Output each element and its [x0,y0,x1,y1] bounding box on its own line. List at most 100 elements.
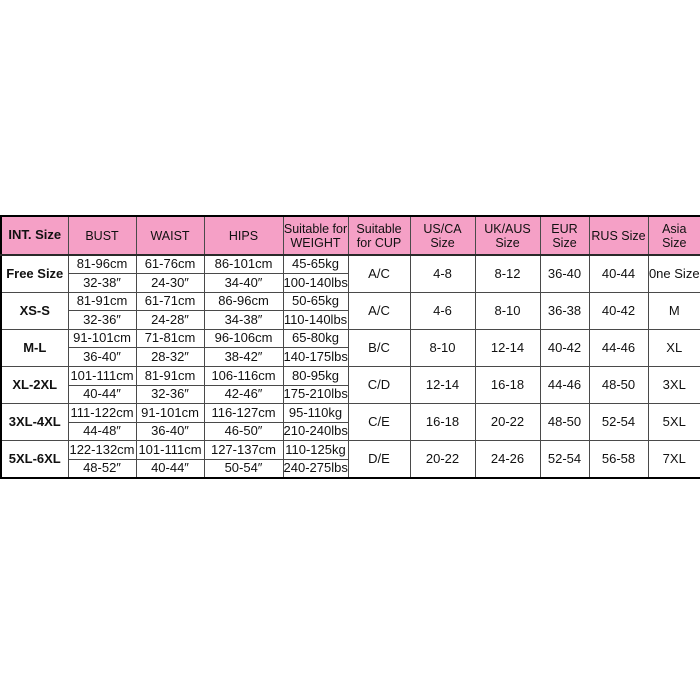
cell-waist-cm: 101-111cm [135,440,205,461]
cell-uk-aus: 20-22 [474,403,541,442]
cell-rus: 40-42 [588,291,649,330]
cell-uk-aus: 8-12 [474,254,541,293]
table-row: Free Size 81-96cm 61-76cm 86-101cm 45-65… [0,254,700,293]
cell-cup: D/E [347,440,411,479]
cell-weight-lbs: 140-175lbs [282,347,349,368]
header-weight: Suitable for WEIGHT [282,215,349,256]
cell-bust-cm: 91-101cm [67,328,137,349]
cell-us-ca: 12-14 [409,366,476,405]
cell-int-size: 3XL-4XL [0,403,69,442]
cell-hips-in: 46-50″ [203,421,284,442]
table-row: 36-40″ 28-32″ 38-42″ 140-175lbs [1,347,700,368]
cell-hips-cm: 96-106cm [203,328,284,349]
header-cup: Suitable for CUP [347,215,411,256]
cell-bust-in: 44-48″ [67,421,137,442]
cell-hips-cm: 116-127cm [203,403,284,423]
header-hips: HIPS [203,215,284,256]
cell-waist-in: 24-30″ [135,273,205,293]
cell-bust-cm: 111-122cm [67,403,137,423]
cell-weight-kg: 45-65kg [282,254,349,275]
table-row: 5XL-6XL 122-132cm 101-111cm 127-137cm 11… [0,440,700,479]
cell-weight-lbs: 110-140lbs [282,310,349,330]
cell-asia: 3XL [647,366,700,405]
cell-bust-in: 40-44″ [67,384,137,405]
cell-waist-cm: 91-101cm [135,403,205,423]
cell-eur: 36-40 [539,254,590,293]
cell-eur: 44-46 [539,366,590,405]
cell-int-size: XS-S [0,291,69,330]
cell-weight-kg: 80-95kg [282,366,349,386]
table-row: XL-2XL 101-111cm 81-91cm 106-116cm 80-95… [0,366,700,405]
cell-cup: C/D [347,366,411,405]
cell-weight-kg: 65-80kg [282,328,349,349]
cell-bust-cm: 101-111cm [67,366,137,386]
table-row: 32-36″ 24-28″ 34-38″ 110-140lbs [1,310,700,330]
cell-bust-cm: 81-91cm [67,291,137,312]
cell-bust-in: 32-38″ [67,273,137,293]
cell-weight-lbs: 100-140lbs [282,273,349,293]
cell-eur: 48-50 [539,403,590,442]
cell-cup: A/C [347,254,411,293]
header-int-size: INT. Size [0,215,69,256]
cell-waist-cm: 81-91cm [135,366,205,386]
header-rus-size: RUS Size [588,215,649,256]
cell-rus: 44-46 [588,328,649,368]
cell-cup: A/C [347,291,411,330]
cell-hips-in: 50-54″ [203,459,284,479]
cell-hips-cm: 86-96cm [203,291,284,312]
cell-rus: 56-58 [588,440,649,479]
cell-hips-cm: 127-137cm [203,440,284,461]
table-row: M-L 91-101cm 71-81cm 96-106cm 65-80kg B/… [0,328,700,368]
cell-asia: XL [647,328,700,368]
cell-rus: 40-44 [588,254,649,293]
cell-bust-in: 48-52″ [67,459,137,479]
cell-waist-cm: 71-81cm [135,328,205,349]
table-row: 32-38″ 24-30″ 34-40″ 100-140lbs [1,273,700,293]
cell-hips-cm: 106-116cm [203,366,284,386]
cell-weight-kg: 110-125kg [282,440,349,461]
cell-waist-cm: 61-71cm [135,291,205,312]
cell-weight-lbs: 240-275lbs [282,459,349,479]
cell-waist-cm: 61-76cm [135,254,205,275]
cell-bust-cm: 122-132cm [67,440,137,461]
cell-asia: M [647,291,700,330]
cell-us-ca: 16-18 [409,403,476,442]
cell-weight-lbs: 175-210lbs [282,384,349,405]
cell-weight-lbs: 210-240lbs [282,421,349,442]
cell-hips-cm: 86-101cm [203,254,284,275]
cell-uk-aus: 8-10 [474,291,541,330]
header-uk-aus-size: UK/AUS Size [474,215,541,256]
cell-weight-kg: 95-110kg [282,403,349,423]
cell-rus: 52-54 [588,403,649,442]
header-eur-size: EUR Size [539,215,590,256]
cell-asia: 0ne Size [647,254,700,293]
cell-waist-in: 32-36″ [135,384,205,405]
cell-int-size: 5XL-6XL [0,440,69,479]
table-row: 3XL-4XL 111-122cm 91-101cm 116-127cm 95-… [0,403,700,442]
cell-int-size: XL-2XL [0,366,69,405]
cell-us-ca: 20-22 [409,440,476,479]
table-row: 44-48″ 36-40″ 46-50″ 210-240lbs [1,421,700,442]
table-row: 48-52″ 40-44″ 50-54″ 240-275lbs [1,459,700,479]
cell-cup: C/E [347,403,411,442]
cell-waist-in: 40-44″ [135,459,205,479]
header-bust: BUST [67,215,137,256]
table-header-row: INT. Size BUST WAIST HIPS Suitable for W… [0,215,700,256]
cell-hips-in: 34-40″ [203,273,284,293]
cell-waist-in: 36-40″ [135,421,205,442]
cell-hips-in: 42-46″ [203,384,284,405]
cell-us-ca: 4-6 [409,291,476,330]
cell-weight-kg: 50-65kg [282,291,349,312]
cell-us-ca: 8-10 [409,328,476,368]
cell-uk-aus: 24-26 [474,440,541,479]
cell-asia: 7XL [647,440,700,479]
cell-eur: 52-54 [539,440,590,479]
cell-us-ca: 4-8 [409,254,476,293]
cell-rus: 48-50 [588,366,649,405]
cell-eur: 36-38 [539,291,590,330]
cell-asia: 5XL [647,403,700,442]
table-row: XS-S 81-91cm 61-71cm 86-96cm 50-65kg A/C… [0,291,700,330]
cell-int-size: M-L [0,328,69,368]
cell-hips-in: 34-38″ [203,310,284,330]
cell-int-size: Free Size [0,254,69,293]
